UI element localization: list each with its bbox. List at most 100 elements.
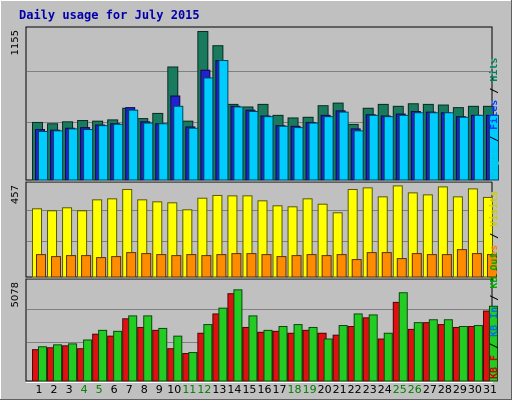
bar-kbout <box>443 319 453 382</box>
bar-sites <box>321 255 332 278</box>
bar-sites <box>261 254 272 278</box>
x-axis-labels: 1 2 3 4 5 6 7 8 9 10 11 12 13 14 15 16 17 18 19 20 21 22 23 24 2… <box>36 383 497 396</box>
bar-kbout <box>83 339 93 382</box>
x-tick-label: 11 <box>182 383 196 396</box>
bar-pages <box>368 114 379 181</box>
x-tick-label: 17 <box>273 383 287 396</box>
bar-sites <box>456 249 467 278</box>
legend-part: / <box>489 130 500 148</box>
bar-kbout <box>68 343 78 382</box>
chart-panels: 1155 Pages / Files / Hits 457 Sites / Visit… <box>10 26 500 383</box>
bar-kbout <box>278 325 288 382</box>
bar-kbout <box>233 289 243 382</box>
bar-kbout <box>38 346 47 382</box>
bar-kbout <box>143 315 153 382</box>
bar-pages <box>398 114 409 181</box>
bar-kbout <box>203 324 213 382</box>
bar-sites <box>96 257 107 278</box>
bar-kbout <box>338 325 348 382</box>
x-tick-label: 13 <box>212 383 226 396</box>
bar-pages <box>353 130 364 181</box>
x-tick-label: 2 <box>51 383 58 396</box>
bar-sites <box>486 254 497 278</box>
legend-part: KB In <box>489 307 500 337</box>
bar-pages <box>413 112 424 181</box>
bar-kbout <box>173 335 183 382</box>
bar-pages <box>278 125 289 181</box>
bar-kbout <box>98 329 108 382</box>
series-legend-label: Pages / Files / Hits <box>488 58 500 178</box>
x-tick-label: 7 <box>126 383 133 396</box>
bar-kbout <box>113 330 123 382</box>
bar-sites <box>126 252 137 278</box>
bar-sites <box>66 255 77 278</box>
bar-sites <box>396 258 407 278</box>
bar-sites <box>216 254 227 278</box>
bar-sites <box>171 255 182 278</box>
y-max-label: 457 <box>10 185 21 204</box>
bar-sites <box>351 259 362 278</box>
bar-pages <box>308 122 319 181</box>
bar-sites <box>246 253 257 278</box>
bar-kbout <box>158 327 168 382</box>
legend-part: Sites <box>488 245 500 275</box>
chart-title: Daily usage for July 2015 <box>19 8 200 22</box>
bar-sites <box>441 254 452 278</box>
bar-sites <box>276 256 287 278</box>
bar-sites <box>36 254 46 278</box>
bar-kbout <box>308 326 318 382</box>
x-tick-label: 25 <box>393 383 407 396</box>
bar-pages <box>233 106 244 181</box>
bar-pages <box>68 128 79 181</box>
bar-pages <box>248 110 259 181</box>
legend-part: / <box>489 227 500 245</box>
bar-pages <box>338 111 349 181</box>
bar-sites <box>291 255 302 278</box>
x-tick-label: 16 <box>257 383 271 396</box>
bar-sites <box>156 254 167 278</box>
legend-part: / <box>489 289 500 307</box>
series-legend-label: Sites / Visits <box>488 191 500 275</box>
y-max-label: 1155 <box>10 30 21 55</box>
legend-part: Visits <box>488 191 500 227</box>
bar-pages <box>188 127 199 181</box>
bar-pages <box>113 123 124 181</box>
bar-kbout <box>398 292 408 382</box>
x-tick-label: 18 <box>288 383 302 396</box>
bar-pages <box>473 114 484 181</box>
bar-kbout <box>458 325 468 382</box>
legend-part: KB F <box>489 355 500 379</box>
bar-pages <box>98 125 109 181</box>
legend-part: Files <box>488 100 500 130</box>
bar-sites <box>141 253 152 278</box>
bar-sites <box>381 252 392 278</box>
bar-pages <box>143 122 154 181</box>
x-tick-label: 19 <box>303 383 317 396</box>
x-tick-label: 3 <box>66 383 73 396</box>
x-tick-label: 28 <box>438 383 452 396</box>
x-tick-label: 6 <box>111 383 118 396</box>
bar-kbout <box>263 329 273 382</box>
bar-pages <box>218 60 229 181</box>
bar-pages <box>158 123 169 181</box>
bar-kbout <box>293 324 303 382</box>
bar-pages <box>428 112 439 181</box>
bar-sites <box>186 254 197 278</box>
bar-kbout <box>248 315 258 382</box>
bar-sites <box>111 256 122 278</box>
legend-part: Hits <box>488 58 500 82</box>
x-tick-label: 12 <box>197 383 211 396</box>
bar-kbout <box>323 338 333 382</box>
x-tick-label: 26 <box>408 383 422 396</box>
x-tick-label: 15 <box>242 383 256 396</box>
bar-pages <box>263 116 274 181</box>
bar-kbout <box>128 315 138 382</box>
legend-part: / <box>489 337 500 355</box>
bar-pages <box>383 116 394 181</box>
bar-kbout <box>353 313 363 382</box>
x-tick-label: 8 <box>141 383 148 396</box>
x-tick-label: 31 <box>483 383 497 396</box>
bar-pages <box>128 109 139 181</box>
bar-sites <box>231 253 242 278</box>
